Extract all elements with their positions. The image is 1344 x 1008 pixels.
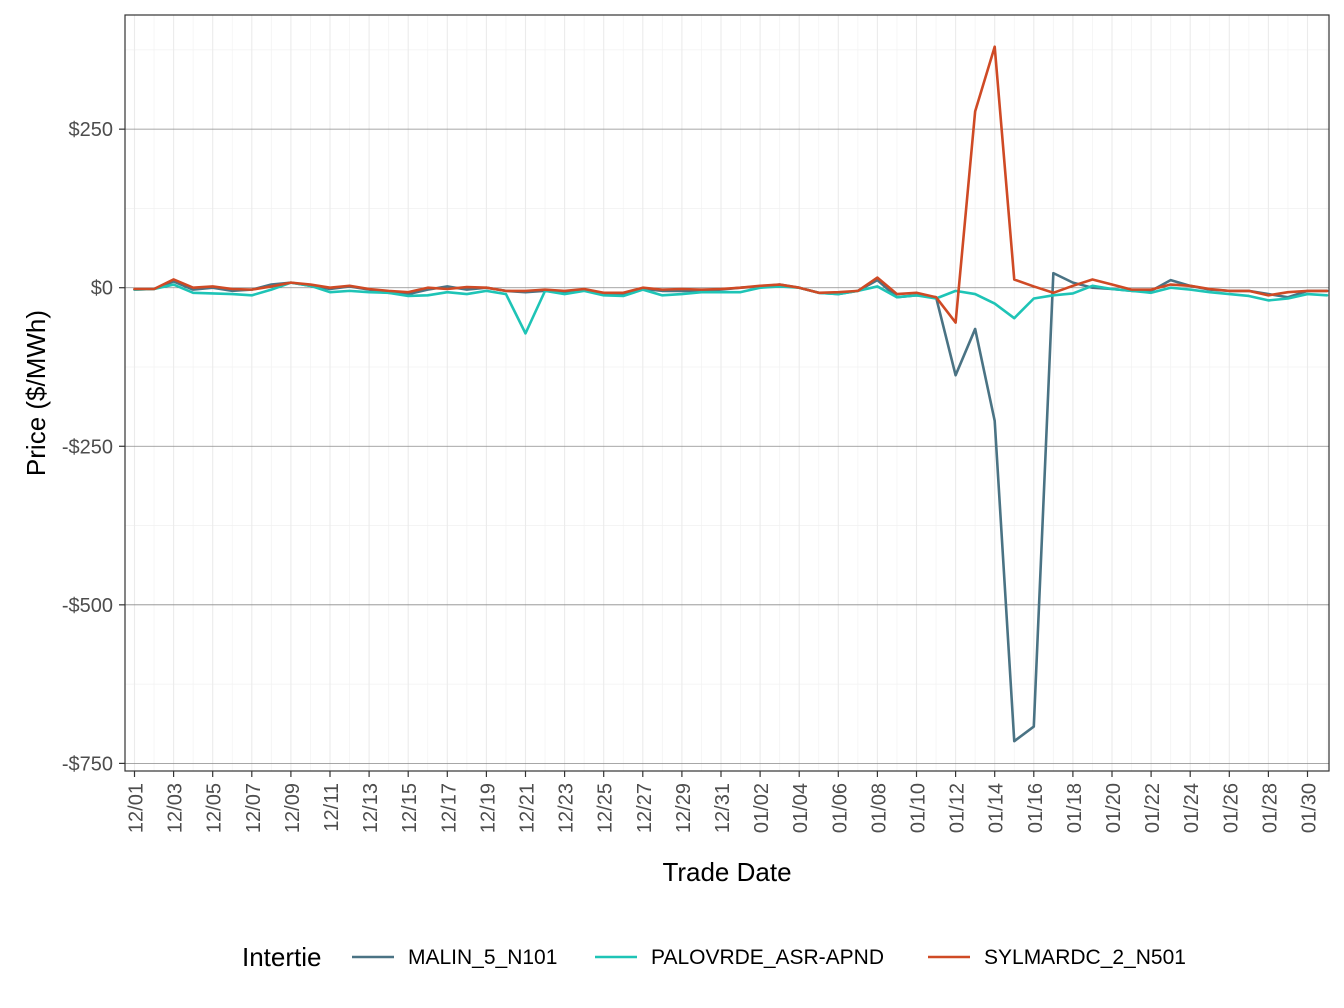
x-tick-label: 01/02 [751,783,773,833]
x-tick-label: 01/22 [1142,783,1164,833]
x-tick-label: 01/18 [1064,783,1086,833]
series-line-palovrde-asr-apnd [133,281,1329,335]
x-tick-label: 12/19 [477,783,499,833]
x-tick-label: 01/20 [1103,783,1125,833]
x-tick-label: 12/21 [517,783,539,833]
x-tick-label: 12/07 [243,783,265,833]
x-axis: 12/01 12/03 12/05 12/07 12/09 12/11 12/13 12/15… [126,771,1321,833]
x-tick-label: 01/08 [868,783,890,833]
x-tick-label: 12/31 [712,783,734,833]
series-line-sylmardc-2-n501 [133,45,1329,324]
x-tick-label: 12/09 [282,783,304,833]
x-tick-label: 01/30 [1299,783,1321,833]
x-tick-label: 01/10 [908,783,930,833]
x-tick-label: 01/14 [986,783,1008,833]
legend: Intertie MALIN_5_N101 PALOVRDE_ASR-APND SY… [242,942,1186,972]
y-tick-label: -$500 [62,595,113,617]
x-tick-label: 01/24 [1181,783,1203,833]
x-tick-label: 12/11 [321,783,343,832]
major-gridlines [125,15,1329,771]
legend-label: MALIN_5_N101 [408,946,557,969]
x-tick-label: 12/23 [556,783,578,833]
x-tick-label: 12/25 [595,783,617,833]
legend-title: Intertie [242,942,322,972]
y-tick-label: $250 [69,119,114,141]
x-axis-title: Trade Date [662,857,791,887]
y-tick-label: -$250 [62,436,113,458]
x-tick-label: 12/03 [165,783,187,833]
x-tick-label: 12/01 [126,783,148,833]
x-tick-label: 12/27 [634,783,656,833]
x-tick-label: 01/06 [829,783,851,833]
y-tick-label: $0 [91,278,113,300]
x-tick-label: 01/16 [1025,783,1047,833]
y-axis: $250 $0 -$250 -$500 -$750 [62,119,125,775]
x-tick-label: 01/12 [947,783,969,833]
x-tick-label: 01/28 [1259,783,1281,833]
x-tick-label: 01/26 [1220,783,1242,833]
legend-label: PALOVRDE_ASR-APND [651,946,884,969]
series-layer [133,45,1329,743]
x-tick-label: 12/17 [438,783,460,833]
plot-panel-border [124,14,1330,772]
x-tick-label: 12/15 [399,783,421,833]
y-axis-title: Price ($/MWh) [21,310,51,476]
y-tick-label: -$750 [62,753,113,775]
x-tick-label: 01/04 [790,783,812,833]
x-tick-label: 12/29 [673,783,695,833]
x-tick-label: 12/13 [360,783,382,833]
minor-gridlines [125,15,1329,771]
x-tick-label: 12/05 [204,783,226,833]
legend-label: SYLMARDC_2_N501 [984,946,1186,969]
